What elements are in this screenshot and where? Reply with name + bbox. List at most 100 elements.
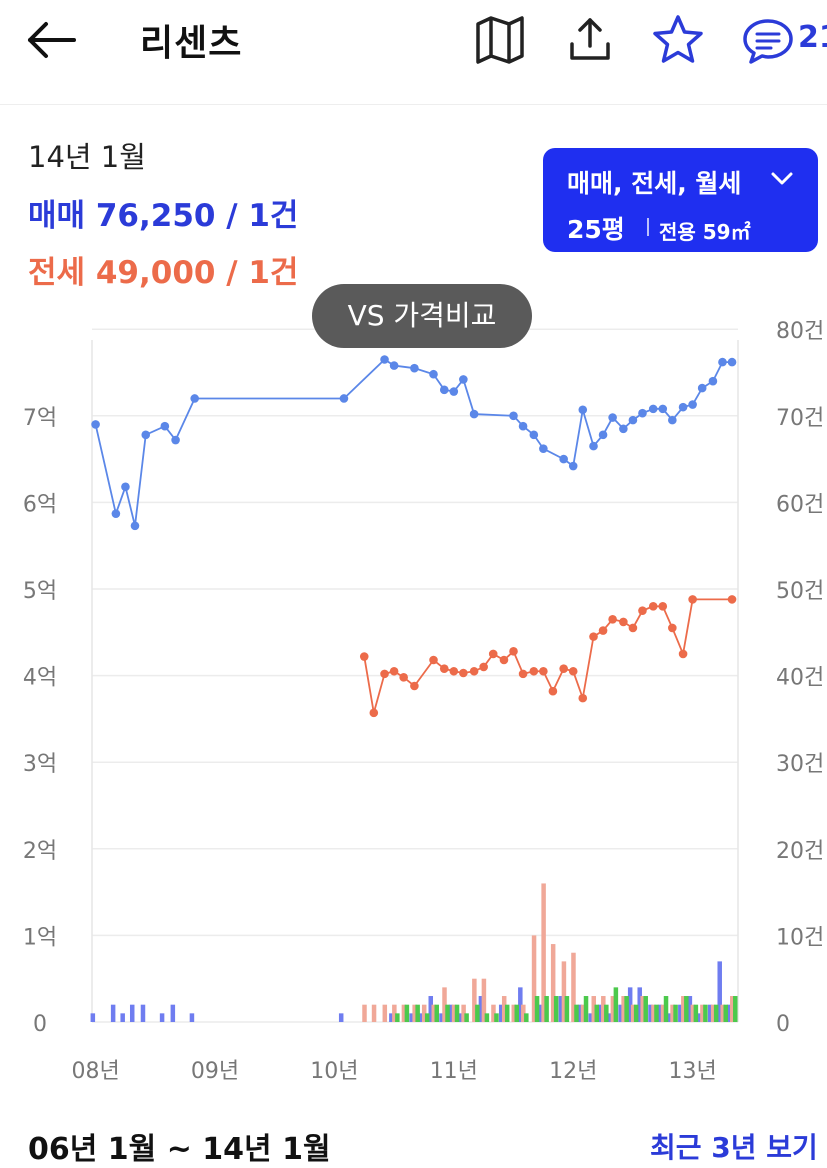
volume-bar: [458, 1013, 463, 1022]
volume-bar: [501, 996, 507, 1022]
volume-bar: [494, 1013, 499, 1022]
volume-bar: [630, 1004, 636, 1022]
data-point: [141, 430, 151, 440]
area-label: 전용 59㎡: [659, 220, 751, 244]
volume-bar: [120, 1013, 125, 1022]
volume-bar: [621, 996, 626, 1022]
volume-bar: [624, 996, 629, 1022]
recent-3y-link[interactable]: 최근 3년 보기: [650, 1131, 818, 1164]
data-point: [678, 649, 688, 659]
data-point: [111, 509, 121, 518]
y-right-tick-label: 70건: [776, 406, 824, 431]
data-point: [359, 652, 369, 661]
y-left-tick-label: 7억: [23, 406, 57, 431]
y-right-tick-label: 40건: [776, 666, 824, 691]
data-point: [678, 402, 688, 412]
data-point: [688, 595, 697, 604]
data-point: [439, 664, 449, 673]
volume-bar: [594, 1004, 600, 1022]
data-point: [449, 387, 459, 396]
star-icon[interactable]: [650, 12, 706, 68]
x-tick-label: 09년: [191, 1059, 239, 1084]
data-point: [608, 615, 617, 624]
data-point: [509, 411, 518, 421]
y-right-tick-label: 50건: [776, 579, 824, 604]
y-left-tick-label: 1억: [23, 925, 57, 950]
comment-icon[interactable]: [740, 12, 796, 68]
volume-bar: [580, 1004, 586, 1022]
volume-bar: [561, 961, 567, 1022]
chevron-down-icon: [769, 168, 795, 188]
data-point: [529, 666, 539, 676]
data-point: [697, 383, 707, 393]
date-range: 06년 1월 ~ 14년 1월: [28, 1132, 331, 1167]
volume-bar: [730, 996, 735, 1022]
data-point: [529, 430, 539, 440]
volume-bar: [633, 1004, 639, 1022]
page-title: 리센츠: [140, 23, 243, 64]
data-point: [598, 430, 608, 440]
volume-bar: [531, 935, 537, 1022]
volume-bar: [601, 996, 606, 1022]
volume-bar: [723, 1004, 728, 1022]
volume-bar: [159, 1013, 165, 1022]
volume-bar: [395, 1013, 400, 1022]
volume-bar: [90, 1013, 96, 1022]
x-tick-label: 13년: [669, 1059, 717, 1084]
data-point: [708, 376, 718, 386]
volume-bar: [439, 1013, 444, 1022]
data-point: [568, 666, 578, 676]
data-point: [638, 606, 647, 615]
data-point: [668, 415, 677, 425]
y-left-tick-label: 5억: [23, 579, 57, 604]
volume-bar: [524, 1013, 529, 1022]
volume-bar: [521, 1004, 526, 1022]
volume-bar: [713, 1004, 719, 1022]
volume-bar: [382, 1004, 388, 1022]
data-point: [160, 421, 170, 431]
share-icon[interactable]: [562, 12, 618, 68]
data-point: [628, 623, 638, 633]
series-line: [94, 358, 733, 526]
data-point: [389, 666, 399, 676]
volume-bar: [654, 1004, 659, 1022]
selected-period: 14년 1월: [28, 140, 146, 174]
data-point: [559, 664, 568, 673]
data-point: [559, 454, 568, 464]
data-point: [608, 413, 617, 422]
y-left-tick-label: 0: [33, 1012, 47, 1037]
data-point: [727, 357, 737, 367]
volume-bar: [583, 996, 589, 1022]
data-point: [429, 655, 438, 665]
vs-compare-button[interactable]: VS 가격비교: [312, 284, 532, 348]
data-point: [619, 424, 628, 434]
volume-bar: [613, 987, 619, 1022]
deal-filter-button[interactable]: 매매, 전세, 월세 25평 전용 59㎡: [543, 148, 818, 252]
data-point: [518, 421, 528, 431]
volume-bar: [504, 1004, 510, 1022]
back-arrow-icon[interactable]: [24, 14, 80, 66]
volume-bar: [690, 1004, 696, 1022]
data-point: [380, 669, 389, 679]
data-point: [578, 693, 588, 703]
volume-bar: [553, 996, 559, 1022]
y-left-tick-label: 4억: [23, 666, 57, 691]
data-point: [638, 408, 647, 418]
data-point: [410, 681, 419, 691]
data-point: [469, 666, 479, 676]
volume-bar: [428, 996, 434, 1022]
data-point: [658, 602, 668, 611]
volume-bar: [667, 1013, 672, 1022]
data-point: [539, 666, 548, 676]
data-point: [499, 655, 509, 665]
y-left-tick-label: 2억: [23, 839, 57, 864]
volume-bar: [129, 1004, 135, 1022]
volume-bar: [189, 1013, 195, 1022]
comment-count[interactable]: 21: [798, 20, 827, 55]
volume-bar: [448, 1004, 454, 1022]
volume-bar: [389, 1013, 394, 1022]
map-icon[interactable]: [472, 12, 528, 68]
volume-bar: [498, 1004, 504, 1022]
volume-bar: [733, 996, 738, 1022]
volume-bar: [618, 1004, 623, 1022]
